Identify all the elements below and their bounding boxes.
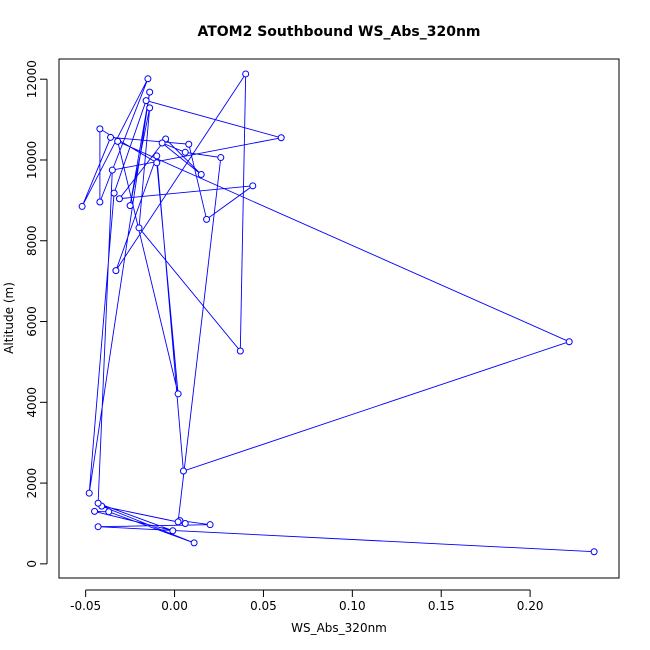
data-point bbox=[107, 133, 115, 141]
data-point bbox=[146, 88, 154, 96]
data-point bbox=[590, 548, 598, 556]
data-point bbox=[277, 134, 285, 142]
y-axis-label: Altitude (m) bbox=[2, 282, 16, 354]
series-line bbox=[81, 72, 595, 553]
data-point bbox=[179, 467, 187, 475]
data-point bbox=[115, 195, 123, 203]
data-point bbox=[112, 267, 120, 275]
data-point bbox=[190, 539, 198, 547]
data-point bbox=[94, 499, 102, 507]
data-point bbox=[197, 171, 205, 179]
data-point bbox=[242, 70, 250, 78]
data-point bbox=[144, 75, 152, 83]
data-point bbox=[135, 224, 143, 232]
data-point bbox=[174, 518, 182, 526]
data-point bbox=[169, 527, 177, 535]
x-tick-label: 0.10 bbox=[339, 599, 366, 613]
y-tick-label: 8000 bbox=[25, 225, 39, 256]
data-point bbox=[249, 182, 257, 190]
plot-frame bbox=[58, 58, 620, 579]
x-axis-label: WS_Abs_320nm bbox=[291, 621, 387, 635]
data-point bbox=[114, 137, 122, 145]
data-point bbox=[158, 139, 166, 147]
y-tick-label: 6000 bbox=[25, 306, 39, 337]
data-point bbox=[174, 390, 182, 398]
data-point bbox=[185, 140, 193, 148]
data-point bbox=[206, 521, 214, 529]
data-point bbox=[110, 189, 118, 197]
data-point bbox=[153, 152, 161, 160]
data-point bbox=[96, 125, 104, 133]
x-tick-label: 0.15 bbox=[428, 599, 455, 613]
data-point bbox=[94, 523, 102, 531]
data-point bbox=[153, 159, 161, 167]
data-point bbox=[142, 97, 150, 105]
series-layer bbox=[78, 70, 598, 556]
chart-title: ATOM2 Southbound WS_Abs_320nm bbox=[197, 24, 480, 40]
y-tick-label: 10000 bbox=[25, 141, 39, 179]
y-tick-label: 0 bbox=[25, 560, 39, 568]
data-point bbox=[126, 202, 134, 210]
x-tick-label: 0.05 bbox=[250, 599, 277, 613]
x-axis: -0.05 0.00 0.05 0.10 0.15 0.20 bbox=[70, 589, 544, 613]
data-point bbox=[565, 338, 573, 346]
x-tick-label: 0.20 bbox=[517, 599, 544, 613]
data-point bbox=[181, 148, 189, 156]
data-point bbox=[108, 166, 116, 174]
data-point bbox=[78, 202, 86, 210]
data-point bbox=[105, 508, 113, 516]
data-point bbox=[236, 347, 244, 355]
data-point bbox=[217, 154, 225, 162]
data-point bbox=[85, 489, 93, 497]
y-tick-label: 12000 bbox=[25, 60, 39, 98]
x-tick-label: 0.00 bbox=[161, 599, 188, 613]
data-point bbox=[146, 104, 154, 112]
data-point bbox=[181, 519, 189, 527]
data-point bbox=[96, 198, 104, 206]
y-tick-label: 4000 bbox=[25, 387, 39, 418]
y-axis: 0 2000 4000 6000 8000 10000 12000 bbox=[25, 60, 48, 568]
data-point bbox=[91, 507, 99, 515]
y-tick-label: 2000 bbox=[25, 468, 39, 499]
x-tick-label: -0.05 bbox=[70, 599, 101, 613]
data-point bbox=[203, 215, 211, 223]
